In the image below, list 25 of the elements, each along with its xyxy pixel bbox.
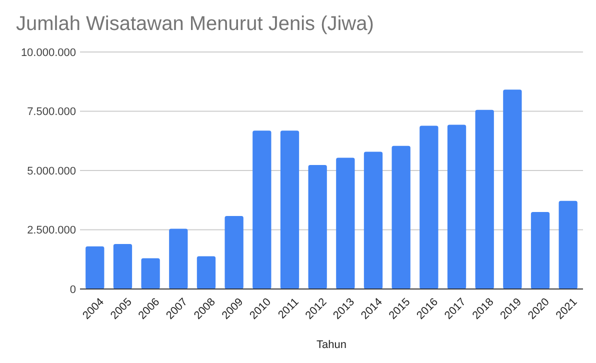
bar bbox=[252, 130, 272, 289]
bar bbox=[447, 124, 466, 289]
y-tick-label: 5.000.000 bbox=[27, 165, 76, 178]
bar bbox=[280, 130, 300, 289]
bar bbox=[169, 228, 188, 289]
bar bbox=[503, 90, 522, 289]
bar bbox=[420, 126, 438, 289]
y-tick-label: 0 bbox=[70, 284, 76, 296]
bar bbox=[308, 165, 327, 289]
bar bbox=[141, 258, 160, 289]
bar bbox=[364, 152, 383, 289]
bar bbox=[475, 110, 494, 289]
bar bbox=[530, 212, 550, 289]
y-tick-label: 2.500.000 bbox=[27, 224, 76, 237]
bar bbox=[113, 244, 132, 289]
x-axis-title: Tahun bbox=[316, 339, 346, 351]
y-tick-label: 7.500.000 bbox=[27, 106, 76, 118]
y-tick-label: 10.000.000 bbox=[20, 46, 76, 59]
bar bbox=[196, 256, 216, 289]
bar bbox=[558, 200, 578, 289]
bar bbox=[392, 146, 410, 289]
chart-title: Jumlah Wisatawan Menurut Jenis (Jiwa) bbox=[16, 13, 374, 35]
bar bbox=[224, 216, 244, 289]
bar bbox=[86, 246, 104, 289]
bar bbox=[336, 158, 355, 289]
